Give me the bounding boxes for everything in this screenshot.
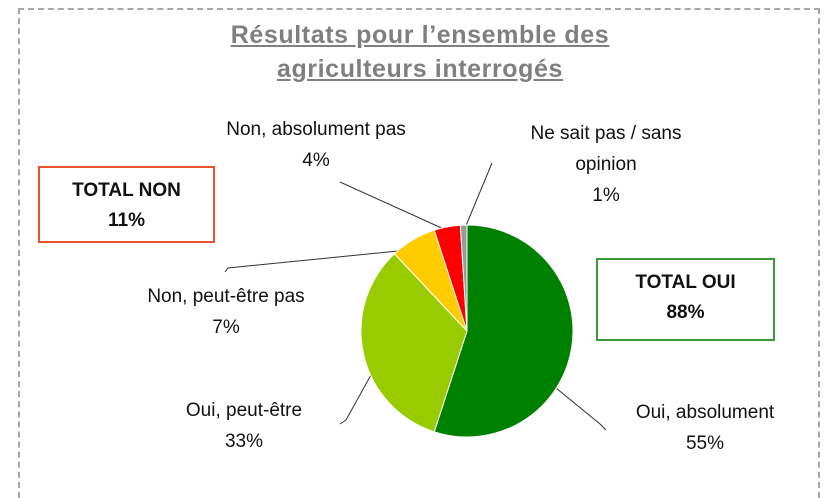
category-label: Oui, peut-être bbox=[185, 400, 303, 421]
category-label: Ne sait pas / sans opinion bbox=[530, 123, 682, 175]
leader-line bbox=[555, 387, 607, 431]
leader-line bbox=[339, 354, 383, 425]
category-label: Non, absolument pas bbox=[226, 119, 406, 140]
slice-label: Oui, absolument 55% bbox=[575, 397, 827, 459]
chart-title: Résultats pour l’ensemble des agriculteu… bbox=[230, 21, 610, 83]
total-title: TOTAL OUI bbox=[635, 272, 736, 293]
pie-slice bbox=[433, 224, 574, 438]
leader-line bbox=[224, 249, 409, 273]
slice-label: Oui, peut-être 33% bbox=[114, 395, 374, 457]
total-box: TOTAL OUI 88% bbox=[596, 258, 775, 341]
category-label: Non, peut-être pas bbox=[147, 286, 305, 307]
pie-slice bbox=[459, 224, 468, 332]
leader-line bbox=[339, 181, 447, 231]
total-value: 11% bbox=[108, 210, 145, 231]
value-label: 7% bbox=[212, 317, 240, 338]
value-label: 1% bbox=[592, 185, 620, 206]
total-title: TOTAL NON bbox=[72, 180, 181, 201]
value-label: 4% bbox=[302, 150, 330, 171]
value-label: 33% bbox=[224, 431, 264, 452]
frame bbox=[18, 8, 820, 498]
leaders bbox=[224, 162, 607, 431]
slice-label: Ne sait pas / sans opinion 1% bbox=[506, 118, 706, 211]
slice-label: Non, peut-être pas 7% bbox=[96, 281, 356, 343]
total-box: TOTAL NON 11% bbox=[38, 166, 215, 243]
leader-line bbox=[464, 162, 493, 229]
chart bbox=[224, 162, 607, 438]
category-label: Oui, absolument bbox=[635, 402, 775, 423]
page: Résultats pour l’ensemble des agriculteu… bbox=[18, 8, 827, 498]
value-label: 55% bbox=[685, 433, 725, 454]
total-value: 88% bbox=[666, 302, 705, 323]
pie-slice bbox=[360, 253, 468, 433]
slice-label: Non, absolument pas 4% bbox=[186, 114, 446, 176]
